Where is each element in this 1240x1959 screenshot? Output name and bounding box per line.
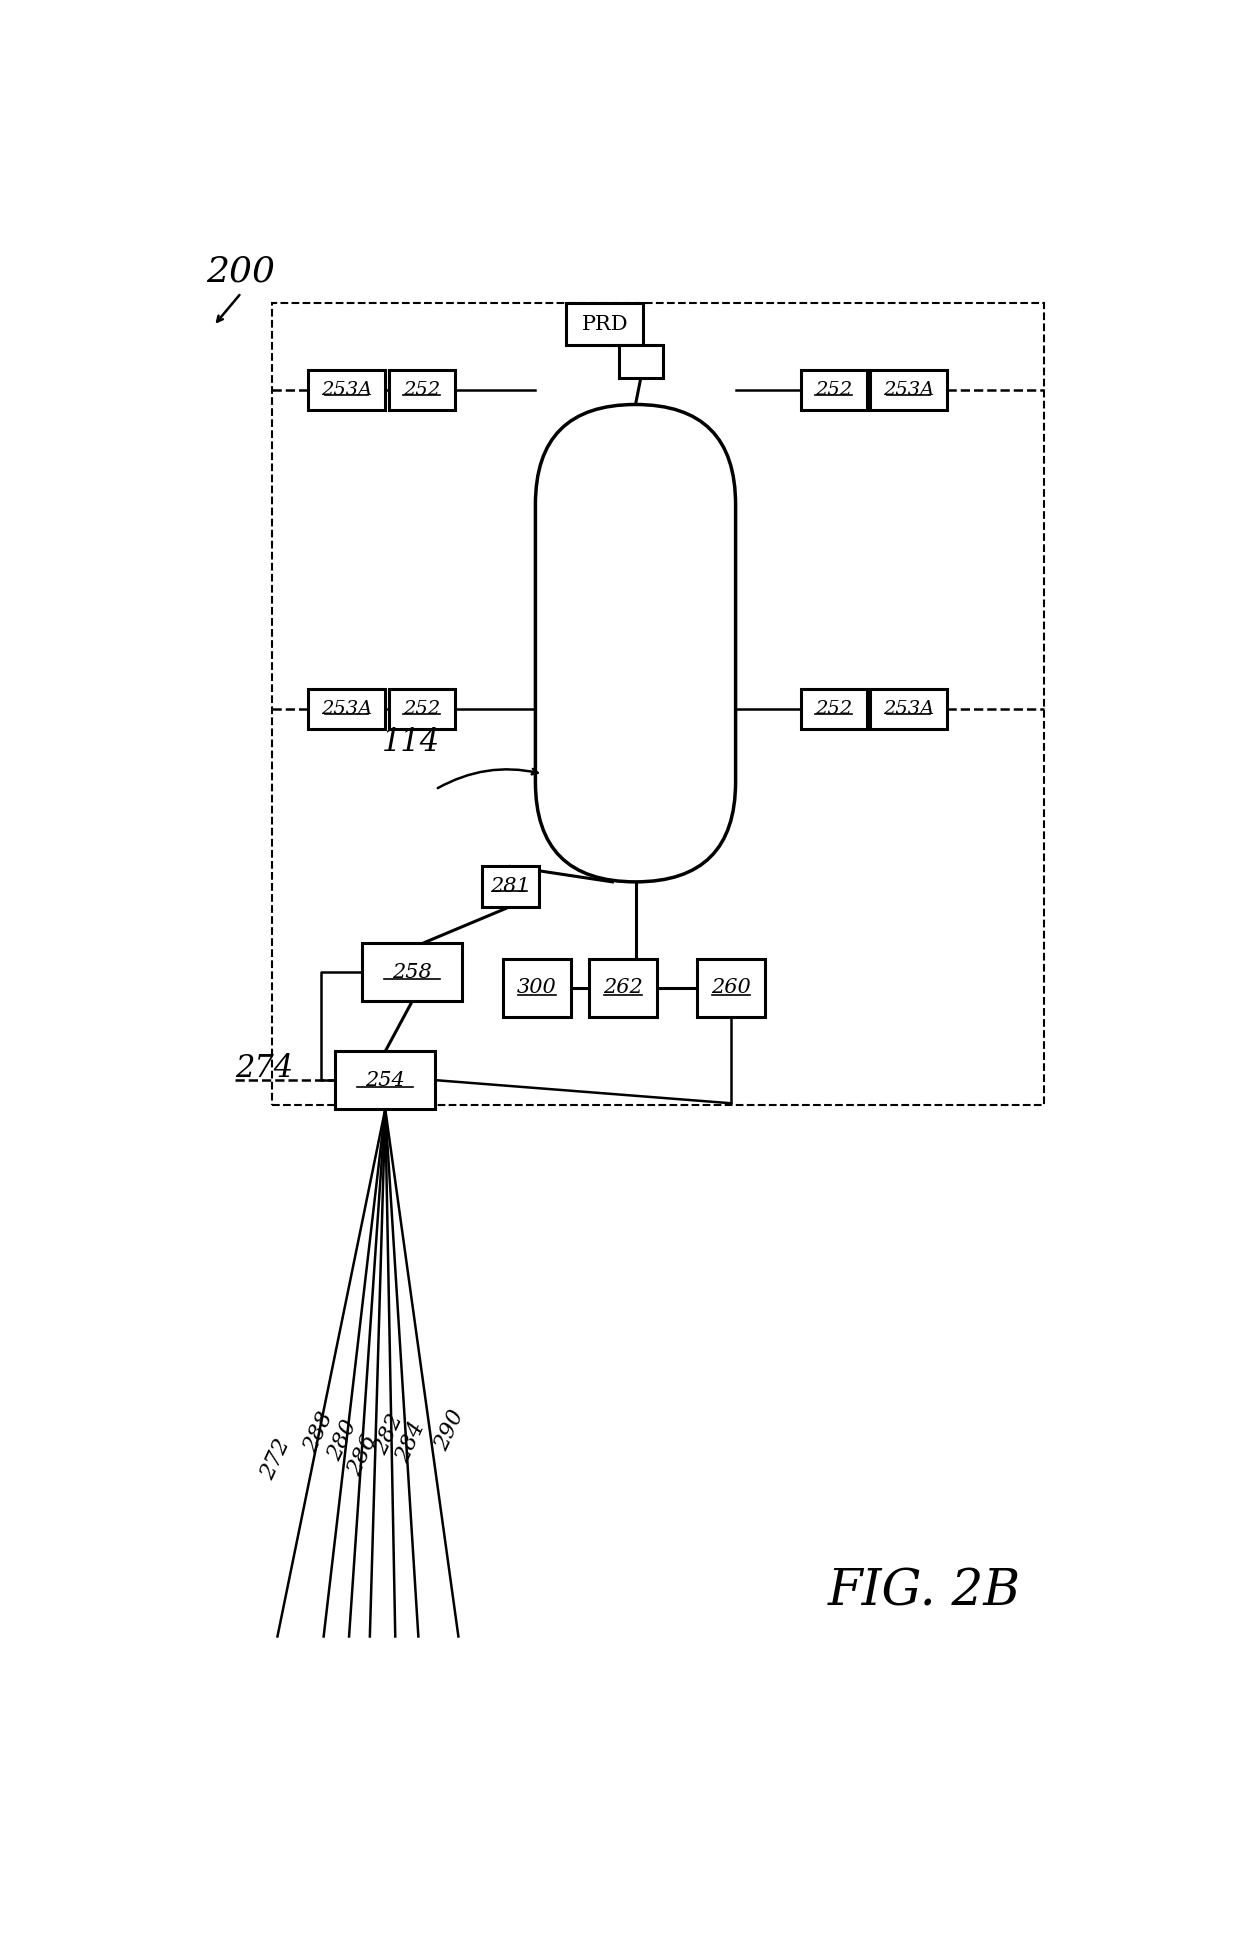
Text: 262: 262 (604, 978, 644, 997)
Text: 253A: 253A (321, 701, 372, 719)
Bar (309, 370, 386, 409)
Bar (801, 370, 867, 409)
Text: 253A: 253A (321, 380, 372, 400)
Text: 252: 252 (403, 701, 440, 719)
Text: 252: 252 (403, 380, 440, 400)
Text: 258: 258 (392, 964, 432, 981)
Bar (870, 370, 947, 409)
Text: 274: 274 (236, 1052, 293, 1083)
Bar (870, 690, 947, 729)
Bar (619, 345, 663, 378)
Text: 254: 254 (366, 1072, 405, 1089)
Bar (503, 958, 570, 1017)
Text: 252: 252 (815, 701, 852, 719)
Text: 260: 260 (711, 978, 751, 997)
Bar (362, 944, 463, 1001)
Text: 253A: 253A (883, 701, 935, 719)
Bar (567, 304, 644, 345)
Text: 200: 200 (206, 255, 275, 288)
Bar (697, 958, 765, 1017)
Text: 290: 290 (430, 1407, 467, 1454)
Bar (589, 958, 657, 1017)
Text: 282: 282 (371, 1410, 408, 1459)
Text: FIG. 2B: FIG. 2B (828, 1567, 1021, 1616)
FancyBboxPatch shape (536, 404, 735, 882)
Text: 284: 284 (392, 1418, 429, 1465)
Bar (389, 370, 455, 409)
Bar (272, 304, 1044, 1105)
Bar (309, 690, 386, 729)
Bar (801, 690, 867, 729)
Bar (335, 1052, 435, 1109)
Text: 300: 300 (517, 978, 557, 997)
Text: 286: 286 (343, 1432, 381, 1479)
Text: 288: 288 (299, 1409, 337, 1456)
Bar (389, 690, 455, 729)
Text: 252: 252 (815, 380, 852, 400)
Bar (481, 866, 539, 907)
Text: 253A: 253A (883, 380, 935, 400)
Text: 281: 281 (491, 878, 531, 895)
Text: 272: 272 (257, 1436, 294, 1483)
Text: 114: 114 (382, 727, 439, 758)
Text: 280: 280 (324, 1416, 362, 1463)
Text: PRD: PRD (582, 315, 627, 333)
